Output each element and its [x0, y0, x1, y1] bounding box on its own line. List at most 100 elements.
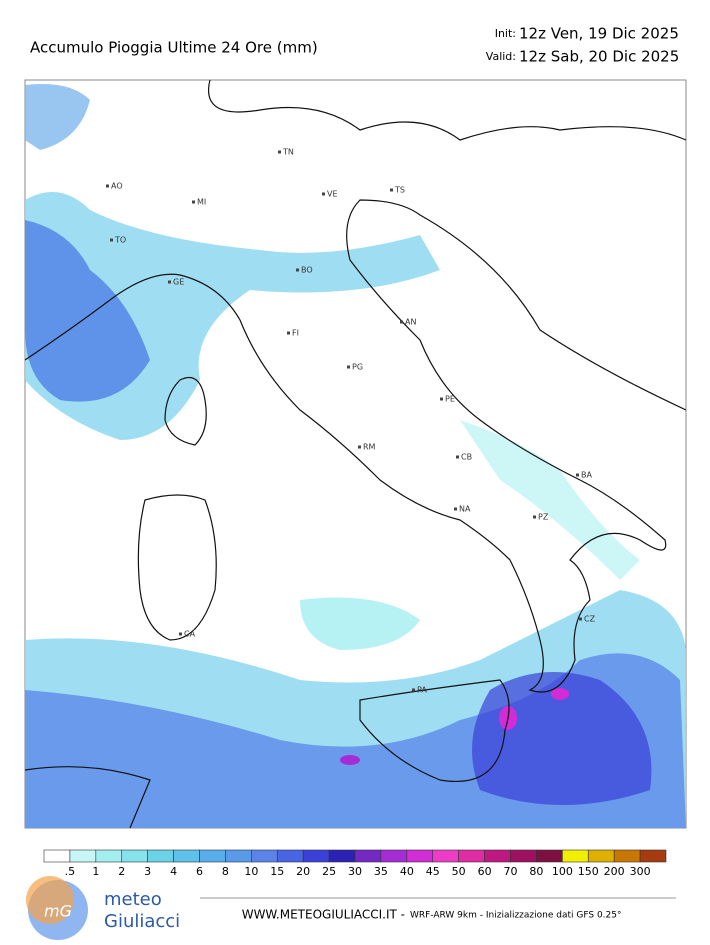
city-dot [110, 238, 113, 242]
swatch [562, 849, 589, 863]
logo-top: meteo [104, 889, 162, 910]
legend-label: 200 [604, 865, 625, 878]
legend-label: 70 [504, 865, 518, 878]
city-dot [390, 188, 393, 192]
city-label: CB [461, 453, 472, 462]
legend-label: 2 [118, 865, 125, 878]
city-label: TS [394, 186, 405, 195]
swatch [199, 849, 226, 863]
swatch [432, 849, 459, 863]
city-label: AO [111, 182, 123, 191]
legend-label: 15 [270, 865, 284, 878]
title: Accumulo Pioggia Ultime 24 Ore (mm) [30, 39, 318, 57]
logo-bottom: Giuliacci [104, 911, 180, 932]
legend-label: 300 [630, 865, 651, 878]
logo-circle [26, 876, 74, 924]
coastlines [25, 80, 686, 828]
swatch [639, 849, 667, 863]
city-dot [440, 397, 443, 401]
swatch [69, 849, 97, 863]
city-label: AN [405, 318, 416, 327]
city-label: MI [197, 198, 206, 207]
city-dot [400, 320, 403, 324]
legend-label: 30 [348, 865, 362, 878]
swatch [587, 849, 615, 863]
city-labels: AO MI TO TN VE TS BO GE FI AN PG PE RM CB BA NA PZ CZ CA PA [106, 148, 596, 695]
swatch [510, 849, 537, 863]
legend-label: 35 [374, 865, 388, 878]
city-label: RM [363, 443, 376, 452]
swatch [173, 849, 200, 863]
city-label: BA [581, 471, 592, 480]
swatch [406, 849, 434, 863]
city-dot [579, 617, 582, 621]
legend-label: 4 [170, 865, 177, 878]
swatch [147, 849, 174, 863]
map [24, 79, 687, 829]
city-dot [192, 200, 195, 204]
city-label: CA [184, 630, 196, 639]
city-label: FI [292, 329, 299, 338]
swatch [380, 849, 408, 863]
swatch [613, 849, 641, 863]
swatch [536, 849, 563, 863]
swatch [458, 849, 485, 863]
city-dot [106, 184, 109, 188]
city-dot [358, 445, 361, 449]
city-label: PA [417, 686, 427, 695]
swatch [43, 849, 71, 863]
legend-label: 100 [552, 865, 573, 878]
swatch [95, 849, 123, 863]
city-dot [347, 365, 350, 369]
legend-label: 80 [529, 865, 543, 878]
city-label: TN [282, 148, 294, 157]
colorbar: .5 1 2 3 4 6 8 10 15 20 25 30 35 40 45 50 60 70 80 100 150 20… [43, 849, 667, 878]
swatch [251, 849, 278, 863]
city-dot [179, 632, 182, 636]
city-label: GE [173, 278, 184, 287]
city-dot [296, 268, 299, 272]
city-label: CZ [584, 615, 596, 624]
city-label: PZ [538, 513, 549, 522]
swatch [328, 849, 356, 863]
legend-label: 45 [426, 865, 440, 878]
city-label: NA [459, 505, 471, 514]
legend-label: 150 [578, 865, 599, 878]
city-dot [168, 280, 171, 284]
footer-site: WWW.METEOGIULIACCI.IT - [242, 908, 405, 922]
city-label: BO [301, 266, 313, 275]
city-dot [533, 515, 536, 519]
legend-label: 10 [244, 865, 258, 878]
legend-label: 25 [322, 865, 336, 878]
rain-field [25, 84, 686, 828]
city-dot [454, 507, 457, 511]
city-label: PG [352, 363, 363, 372]
legend-label: 3 [144, 865, 151, 878]
legend-label: 6 [196, 865, 203, 878]
legend-label: .5 [65, 865, 76, 878]
valid-value: 12z Sab, 20 Dic 2025 [519, 48, 679, 66]
swatch [121, 849, 148, 863]
logo-mark: mG [44, 902, 72, 921]
city-dot [456, 455, 459, 459]
city-label: VE [327, 190, 338, 199]
swatch [302, 849, 330, 863]
init-value: 12z Ven, 19 Dic 2025 [519, 25, 679, 43]
city-dot [287, 331, 290, 335]
city-label: TO [114, 236, 126, 245]
city-dot [412, 688, 415, 692]
swatch [354, 849, 382, 863]
logo: mG meteo Giuliacci [26, 876, 180, 940]
legend-label: 8 [222, 865, 229, 878]
swatch [484, 849, 511, 863]
legend-label: 20 [296, 865, 310, 878]
city-label: PE [445, 395, 455, 404]
legend-label: 1 [92, 865, 99, 878]
init-label: Init: [495, 27, 516, 40]
legend-label: 50 [452, 865, 466, 878]
valid-label: Valid: [486, 50, 516, 63]
legend-label: 40 [400, 865, 414, 878]
swatch [276, 849, 304, 863]
city-dot [576, 473, 579, 477]
